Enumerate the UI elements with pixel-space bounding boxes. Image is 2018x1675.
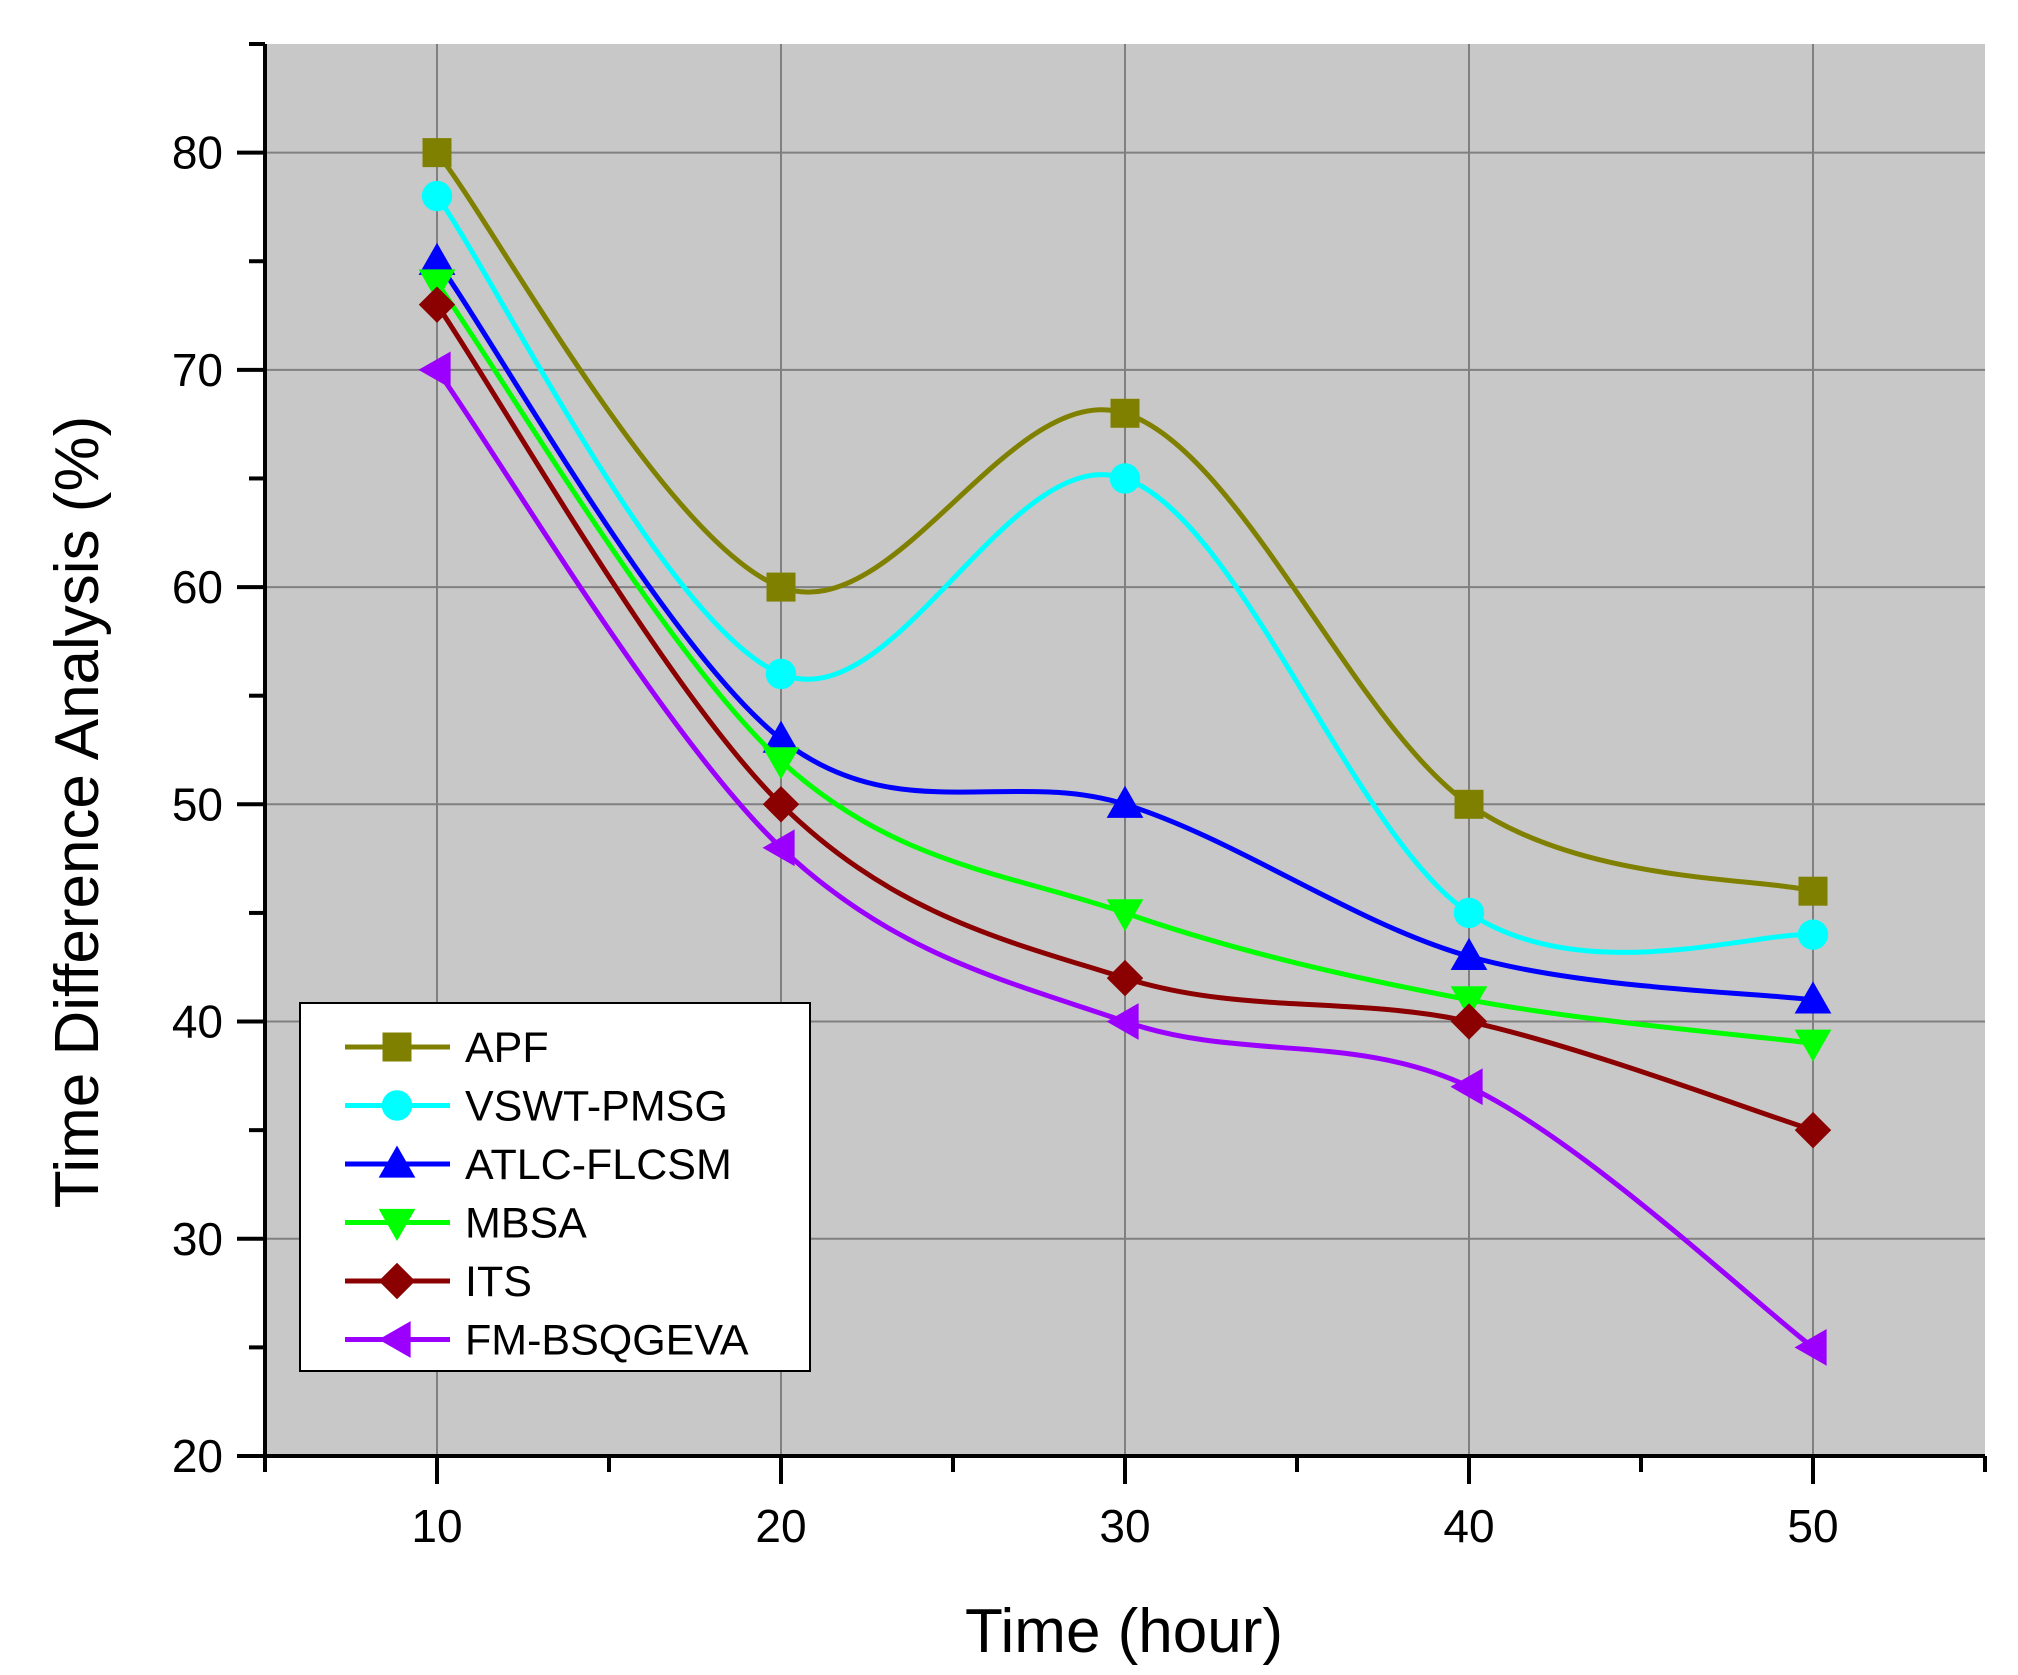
x-tick-label: 40 [1443,1500,1494,1552]
y-tick-label: 20 [172,1430,223,1482]
legend-label: MBSA [465,1200,587,1248]
x-tick-label: 30 [1099,1500,1150,1552]
data-point [1794,981,1832,1014]
series-mbsa [418,269,1832,1062]
series-its [418,286,1832,1149]
data-point [1109,463,1141,494]
data-point [1794,1111,1832,1149]
data-point [1794,1029,1832,1062]
data-point [1106,899,1144,932]
y-tick-label: 50 [172,778,223,830]
series-line [434,368,1815,1350]
x-tick-label: 20 [755,1500,806,1552]
legend-swatch-marker [378,1208,416,1242]
legend-swatch-marker [378,1262,416,1300]
data-point [762,786,800,823]
data-point [421,180,453,212]
legend-label: ITS [465,1258,532,1306]
legend-swatch-marker [381,1090,413,1121]
legend-item-vswt-pmsg: VSWT-PMSG [345,1083,728,1131]
data-point [762,829,795,867]
legend-item-fm-bsqgeva: FM-BSQGEVA [345,1317,749,1365]
series-line [434,259,1814,1003]
series-vswt-pmsg [421,180,1829,955]
data-point [1106,959,1144,997]
legend-item-atlc-flcsm: ATLC-FLCSM [345,1141,732,1189]
x-axis-title: Time (hour) [965,1597,1283,1666]
data-point [1106,785,1144,818]
legend-label: APF [465,1024,549,1072]
data-point [1797,919,1829,950]
data-point [1450,1003,1488,1040]
data-point [762,747,800,780]
data-point [765,658,797,690]
legend-label: FM-BSQGEVA [465,1317,749,1365]
y-tick-label: 70 [172,344,223,396]
legend-swatch-marker [378,1321,411,1358]
y-axis-title: Time Difference Analysis (%) [43,416,112,1208]
data-point [1106,1003,1139,1040]
data-point [1798,876,1828,906]
x-tick-label: 10 [411,1500,462,1552]
data-point [766,572,796,602]
legend-item-its: ITS [345,1258,532,1306]
series-line [434,281,1814,1046]
legend-item-mbsa: MBSA [345,1200,587,1248]
data-point [1450,986,1488,1019]
data-point [422,138,452,168]
data-point [1454,789,1484,819]
y-tick-label: 40 [172,996,223,1048]
series-line [435,151,1814,894]
data-point [1450,937,1488,970]
series-apf [422,138,1828,906]
legend-label: VSWT-PMSG [465,1083,728,1131]
data-point [1453,897,1485,929]
data-point [418,269,456,302]
legend-label: ATLC-FLCSM [465,1141,732,1189]
y-tick-label: 80 [172,127,223,179]
legend-swatch-marker [382,1032,412,1062]
series-line [434,303,1814,1133]
legend-swatch-marker [378,1145,416,1178]
y-tick-label: 30 [172,1213,223,1265]
data-point [1450,1068,1483,1106]
series-fm-bsqgeva [418,351,1827,1366]
data-point [1110,398,1140,428]
data-point [1794,1329,1827,1366]
y-tick-label: 60 [172,561,223,613]
series-atlc-flcsm [418,242,1832,1014]
legend-box [299,1002,811,1372]
x-tick-label: 50 [1787,1500,1838,1552]
data-point [418,286,456,323]
data-point [418,351,451,389]
legend-item-apf: APF [345,1024,549,1072]
